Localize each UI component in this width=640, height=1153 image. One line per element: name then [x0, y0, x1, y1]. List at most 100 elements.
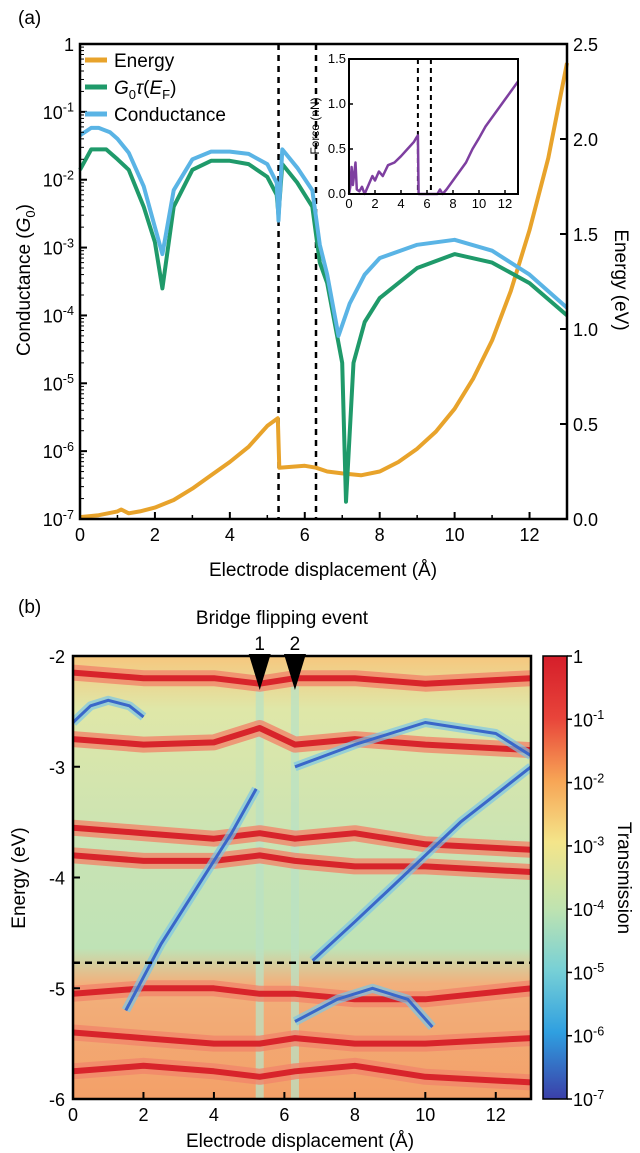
panel-a-xtick-label: 10 [445, 525, 465, 545]
panel-a-xtick-label: 2 [150, 525, 160, 545]
legend-label-conductance: Conductance [114, 105, 226, 126]
panel-a: (a) 0 2 4 6 8 10 1210-710-610-510-410-310-210-… [14, 8, 631, 581]
panel-a-series-g0tau [78, 147, 569, 504]
panel-b-ytick-label: -4 [49, 869, 65, 889]
panel-a-ylabel-left: Conductance (G0) [14, 204, 38, 356]
heatmap-band-high [73, 669, 531, 687]
panel-b-ytick-label: -5 [49, 979, 65, 999]
panel-b-xtick-label: 6 [279, 1105, 289, 1125]
panel-a-ytick-right-label: 1.0 [573, 320, 598, 340]
panel-b-xtick-label: 0 [68, 1105, 78, 1125]
colorbar-tick-label: 10-3 [573, 835, 604, 857]
panel-a-xtick-label: 4 [225, 525, 235, 545]
panel-a-inset: 0 2 4 6 8 10 12 0.0 0.5 1.0 1.5 Force (nN) [308, 51, 520, 211]
colorbar: 1 10-1 10-2 10-3 10-4 10-5 10-6 10-7 Transmissi… [542, 647, 634, 1110]
panel-a-ytick-right-label: 1.5 [573, 225, 598, 245]
colorbar-tick-label: 10-7 [573, 1088, 604, 1110]
inset-series-force [347, 80, 520, 196]
panel-b-xtick-label: 4 [209, 1105, 219, 1125]
colorbar-tick-label: 1 [573, 647, 583, 667]
heatmap-band-high [73, 1029, 531, 1047]
flip-marker-triangle-1 [248, 654, 271, 690]
colorbar-label: Transmission [613, 822, 634, 934]
colorbar-tick-label: 10-6 [573, 1025, 604, 1047]
inset-ylabel: Force (nN) [308, 97, 322, 154]
panel-b: (b) Bridge flipping event [9, 597, 634, 1152]
heatmap-band-high [73, 824, 531, 853]
panel-a-ytick-left-label: 10-7 [43, 508, 74, 530]
panel-b-xtick-label: 10 [415, 1105, 435, 1125]
colorbar-ticks: 1 10-1 10-2 10-3 10-4 10-5 10-6 10-7 [567, 647, 604, 1110]
panel-b-axes: 0 2 4 6 8 10 12 -2 -3 -4 -5 -6 [49, 647, 506, 1125]
panel-a-series-energy [79, 62, 569, 520]
panel-a-xtick-label: 6 [300, 525, 310, 545]
panel-a-axes: 0 2 4 6 8 10 12 10-7 10-6 10-5 10-4 10-3 10-2 10-1 1 0.… [43, 35, 598, 545]
colorbar-tick-label: 10-2 [573, 771, 604, 793]
colorbar-tick-label: 10-1 [573, 708, 604, 730]
panel-a-plot [78, 44, 569, 520]
panel-a-xlabel: Electrode displacement (Å) [209, 560, 437, 581]
panel-b-ytick-label: -3 [49, 758, 65, 778]
heatmap-band-low [73, 698, 145, 724]
panel-a-series-conductance [78, 125, 569, 338]
colorbar-tick-label: 10-4 [573, 898, 604, 920]
panel-a-label: (a) [18, 8, 41, 29]
heatmap-band-low [294, 986, 434, 1028]
panel-a-ytick-left-label: 10-6 [43, 440, 74, 462]
panel-b-ytick-label: -2 [49, 647, 65, 667]
heatmap-band-low [311, 765, 531, 962]
panel-a-ytick-left-label: 1 [64, 35, 74, 55]
inset-xtick-label: 8 [449, 196, 456, 211]
inset-ytick-label: 0.0 [328, 186, 346, 201]
heatmap-band-high [73, 725, 531, 754]
panel-a-xtick-label: 12 [520, 525, 540, 545]
inset-xtick-label: 12 [498, 196, 512, 211]
panel-b-xtick-label: 2 [138, 1105, 148, 1125]
heatmap-band-low [294, 721, 531, 769]
panel-a-ytick-right-label: 2.0 [573, 130, 598, 150]
panel-b-ytick-label: -6 [49, 1090, 65, 1110]
inset-ytick-label: 1.0 [328, 96, 346, 111]
panel-b-ylabel: Energy (eV) [9, 827, 30, 928]
panel-a-ytick-right-label: 0.5 [573, 415, 598, 435]
inset-frame [348, 58, 519, 195]
panel-a-ytick-left-label: 10-5 [43, 372, 74, 394]
flip-marker-label-1: 1 [254, 634, 265, 655]
inset-xtick-label: 6 [423, 196, 430, 211]
panel-a-ytick-left-label: 10-2 [43, 169, 74, 191]
heatmap-band-low [124, 788, 258, 1012]
heatmap-band-high [73, 1062, 531, 1086]
inset-xtick-label: 4 [397, 196, 404, 211]
heatmap-flip-strip-1 [255, 656, 264, 1099]
inset-axes: 0 2 4 6 8 10 12 0.0 0.5 1.0 1.5 [328, 51, 512, 211]
panel-a-xtick-label: 8 [375, 525, 385, 545]
panel-b-title: Bridge flipping event [196, 608, 369, 629]
inset-ytick-label: 0.5 [328, 141, 346, 156]
panel-a-ytick-left-label: 10-1 [43, 101, 74, 123]
panel-b-xtick-label: 8 [350, 1105, 360, 1125]
inset-background [349, 59, 518, 194]
inset-plot [347, 59, 520, 196]
panel-a-legend: Energy G0τ(EF) Conductance [85, 51, 226, 126]
heatmap-flip-strip-2 [290, 656, 299, 1099]
panel-a-ytick-right-label: 0.0 [573, 510, 598, 530]
inset-xtick-label: 10 [472, 196, 486, 211]
inset-xtick-label: 2 [371, 196, 378, 211]
colorbar-gradient [542, 655, 568, 1100]
flip-marker-triangle-2 [283, 654, 306, 690]
legend-label-g0tau: G0τ(EF) [114, 78, 176, 102]
panel-b-xlabel: Electrode displacement (Å) [186, 1131, 414, 1152]
panel-b-label: (b) [18, 597, 41, 618]
panel-a-ytick-left-label: 10-3 [43, 236, 74, 258]
legend-label-energy: Energy [114, 51, 175, 72]
inset-xtick-label: 0 [345, 196, 352, 211]
panel-a-ytick-right-label: 2.5 [573, 35, 598, 55]
panel-a-ylabel-right: Energy (eV) [610, 229, 631, 330]
panel-a-xtick-label: 0 [75, 525, 85, 545]
panel-b-xtick-label: 12 [486, 1105, 506, 1125]
panel-a-frame [78, 42, 569, 521]
inset-ytick-label: 1.5 [328, 51, 346, 66]
colorbar-tick-label: 10-5 [573, 961, 604, 983]
